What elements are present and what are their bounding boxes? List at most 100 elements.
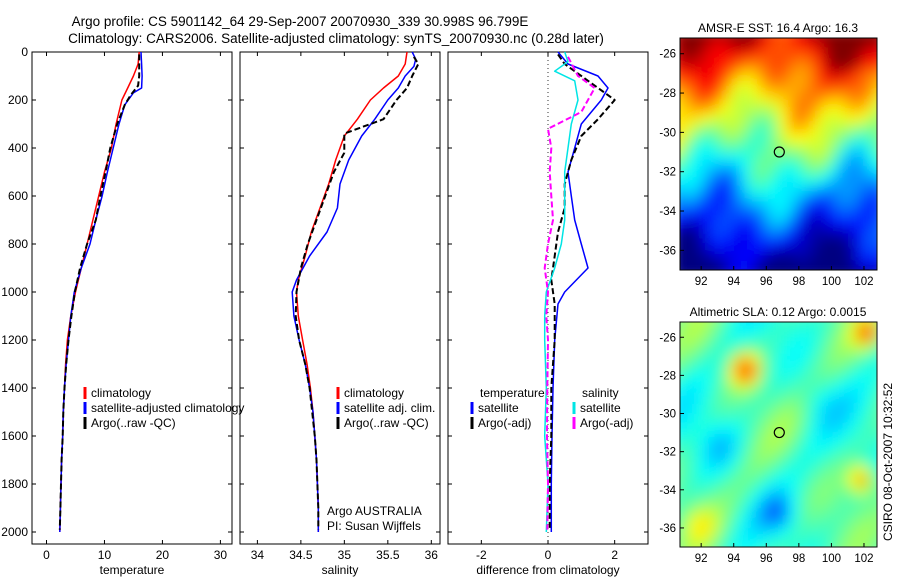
heatmap-cell — [670, 270, 680, 281]
heatmap-cell — [729, 434, 740, 446]
heatmap-cell — [778, 352, 789, 364]
heatmap-cell — [847, 516, 858, 528]
heatmap-cell — [877, 122, 887, 133]
heatmap-cell — [689, 122, 701, 134]
heatmap-cell — [739, 444, 750, 456]
heatmap-cell — [788, 175, 799, 187]
legend-label: satellite adj. clim. — [344, 401, 435, 415]
heatmap-cell — [749, 342, 760, 354]
heatmap-cell — [857, 111, 868, 123]
heatmap-cell — [827, 59, 839, 71]
heatmap-cell — [779, 270, 789, 281]
heatmap-cell — [729, 342, 740, 354]
heatmap-cell — [778, 59, 789, 71]
heatmap-cell — [817, 506, 829, 517]
heatmap-cell — [719, 69, 730, 81]
heatmap-cell — [778, 506, 789, 517]
heatmap-cell — [817, 90, 829, 102]
heatmap-cell — [808, 206, 819, 218]
heatmap-cell — [847, 322, 858, 333]
x-tick-label: 35.5 — [376, 548, 400, 562]
heatmap-cell — [689, 444, 701, 456]
heatmap-cell — [798, 414, 809, 425]
heatmap-cell — [837, 59, 848, 71]
x-tick-label: 92 — [695, 276, 708, 288]
heatmap-cell — [778, 206, 789, 218]
heatmap-cell — [758, 373, 770, 384]
heatmap-cell — [857, 332, 868, 343]
heatmap-cell — [758, 175, 770, 187]
heatmap-cell — [709, 414, 720, 425]
heatmap-cell — [729, 373, 740, 384]
heatmap-cell — [709, 455, 720, 466]
heatmap-cell — [837, 444, 848, 456]
heatmap-cell — [739, 536, 750, 547]
heatmap-cell — [699, 90, 711, 102]
heatmap-cell — [867, 506, 877, 517]
heatmap-cell — [680, 185, 681, 197]
heatmap-cell — [837, 516, 848, 528]
heatmap-cell — [788, 227, 799, 239]
heatmap-cell — [778, 434, 789, 446]
heatmap-cell — [847, 506, 858, 517]
heatmap-cell — [837, 485, 848, 497]
heatmap-cell — [788, 444, 799, 456]
heatmap-cell — [709, 403, 720, 415]
heatmap-cell — [847, 111, 858, 123]
legend-label: Argo(-adj) — [478, 416, 531, 430]
heatmap-cell — [768, 132, 779, 144]
heatmap-cell — [680, 547, 690, 558]
heatmap-cell — [758, 132, 770, 144]
heatmap-cell — [808, 217, 819, 229]
heatmap-cell — [729, 424, 740, 436]
heatmap-cell — [699, 69, 711, 81]
heatmap-cell — [680, 352, 691, 364]
heatmap-cell — [788, 90, 799, 102]
heatmap-cell — [758, 122, 770, 134]
heatmap-cell — [817, 414, 829, 425]
heatmap-cell — [827, 383, 839, 395]
y-tick-label: -30 — [659, 127, 676, 139]
heatmap-cell — [689, 495, 701, 507]
series-line — [543, 56, 596, 530]
heatmap-cell — [758, 362, 770, 374]
heatmap-cell — [877, 49, 887, 60]
heatmap-cell — [729, 175, 740, 187]
heatmap-cell — [778, 238, 789, 250]
heatmap-cell — [837, 227, 848, 239]
heatmap-cell — [798, 154, 809, 166]
heatmap-cell — [877, 207, 887, 218]
heatmap-cell — [729, 465, 740, 476]
heatmap-cell — [758, 238, 770, 250]
heatmap-cell — [877, 249, 887, 260]
heatmap-cell — [808, 465, 819, 476]
heatmap-cell — [788, 485, 799, 497]
heatmap-cell — [680, 164, 691, 176]
heatmap-cell — [709, 132, 720, 144]
heatmap-cell — [778, 90, 789, 102]
series-line — [543, 51, 579, 533]
heatmap-cell — [827, 259, 839, 270]
annotation-text: Argo AUSTRALIA — [327, 504, 422, 518]
heatmap-cell — [788, 185, 799, 197]
y-tick-label: -26 — [659, 332, 676, 344]
heatmap-cell — [808, 362, 819, 374]
heatmap-cell — [680, 227, 691, 239]
heatmap-cell — [739, 393, 750, 405]
heatmap-cell — [808, 154, 819, 166]
heatmap-cell — [709, 111, 720, 123]
heatmap-cell — [699, 526, 711, 538]
heatmap-cell — [689, 69, 701, 81]
heatmap-cell — [680, 38, 681, 39]
heatmap-cell — [699, 80, 711, 92]
heatmap-cell — [857, 259, 868, 270]
heatmap-cell — [709, 90, 720, 102]
heatmap-cell — [768, 495, 779, 507]
heatmap-cell — [739, 373, 750, 384]
heatmap-cell — [847, 352, 858, 364]
heatmap-cell — [699, 132, 711, 144]
heatmap-cell — [680, 48, 691, 60]
heatmap-cell — [837, 414, 848, 425]
heatmap-cell — [827, 143, 839, 155]
